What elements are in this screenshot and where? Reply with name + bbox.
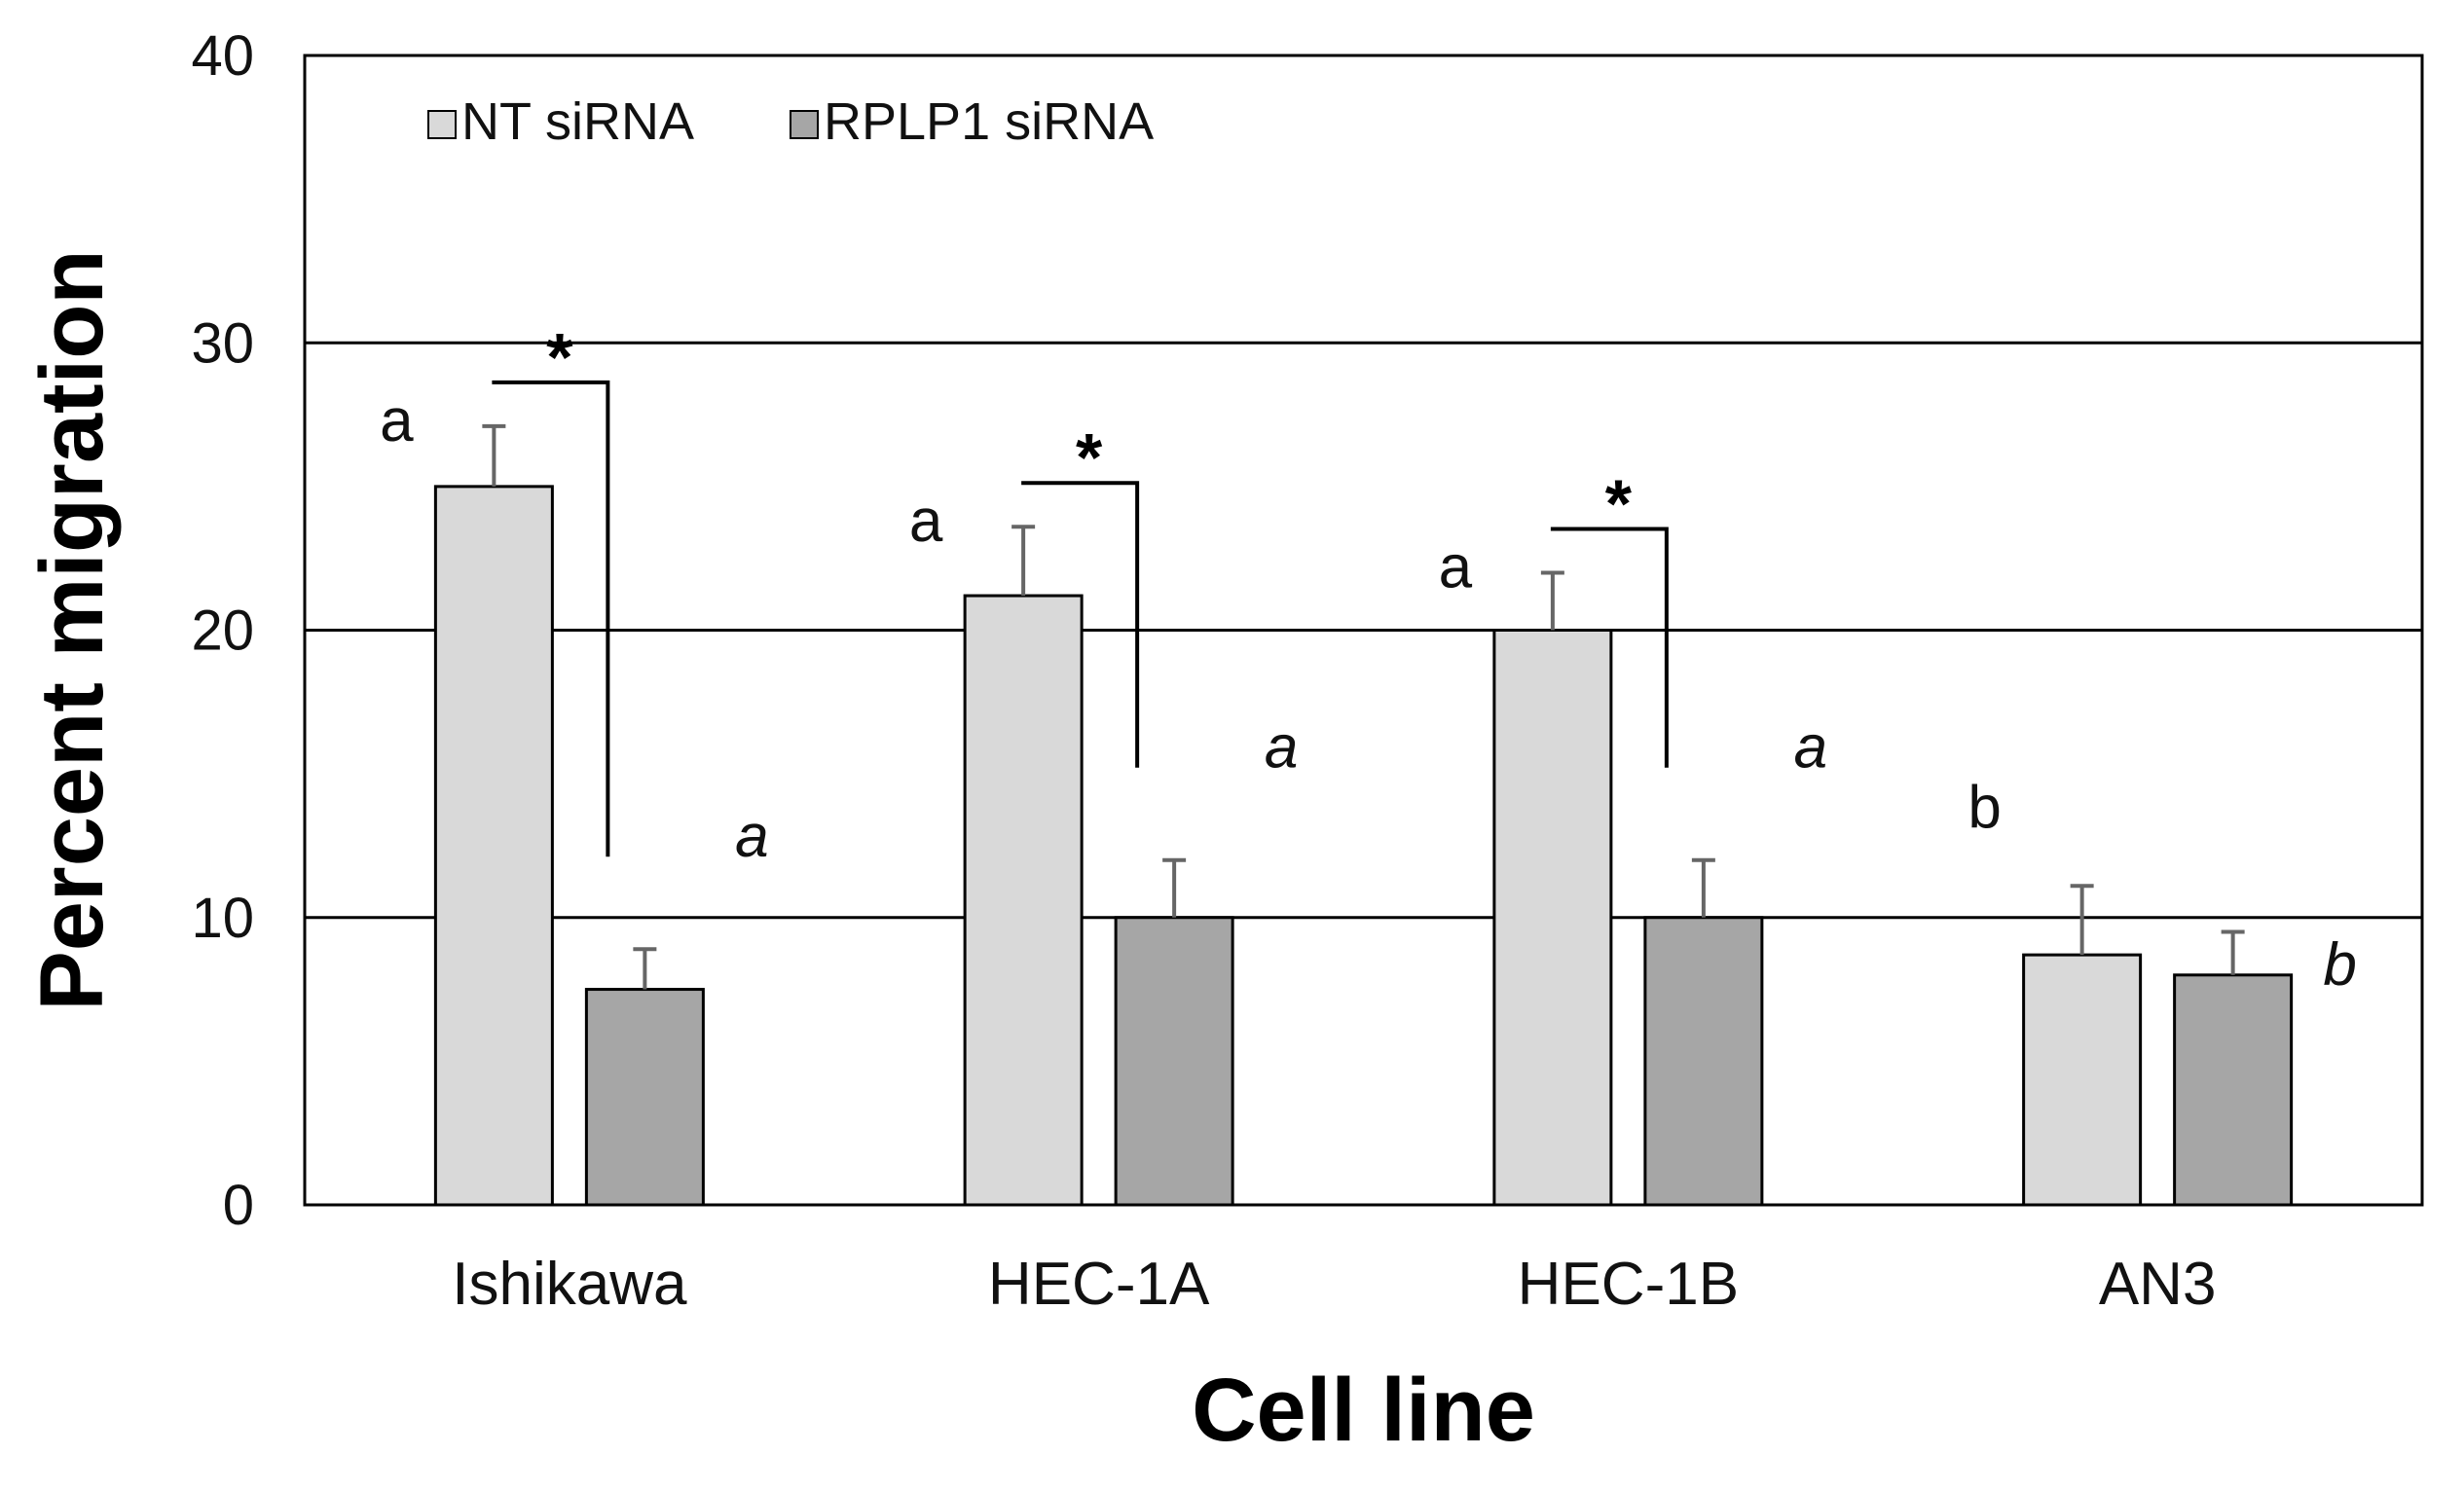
significance-brackets: * * *: [492, 319, 1669, 857]
group-letter: b: [1968, 774, 2001, 841]
group-letter: a: [1265, 714, 1298, 782]
legend-label: NT siRNA: [461, 92, 694, 151]
y-tick-label: 30: [191, 311, 254, 375]
significance-bracket: [1021, 481, 1140, 768]
group-letter: a: [735, 803, 768, 870]
group-letter: b: [2323, 931, 2356, 999]
bar-nt: [2022, 953, 2143, 1207]
bar-nt: [963, 594, 1084, 1207]
group-letter: a: [380, 387, 414, 455]
legend-label: RPLP1 siRNA: [824, 92, 1154, 151]
legend: NT siRNA RPLP1 siRNA: [427, 92, 1154, 151]
legend-swatch: [427, 110, 457, 139]
plot-area-border: [303, 54, 2424, 1207]
significance-star: *: [1076, 419, 1103, 495]
significance-star: *: [546, 319, 573, 395]
bar-nt: [1492, 629, 1613, 1207]
x-category-label: HEC-1A: [988, 1251, 1210, 1318]
group-letter: a: [909, 488, 943, 555]
y-tick-label: 20: [191, 600, 254, 663]
bar-rplp1: [2173, 973, 2294, 1207]
x-category-label: AN3: [2099, 1251, 2217, 1318]
bars: [433, 485, 2294, 1207]
y-tick-label: 10: [191, 887, 254, 950]
y-tick-label: 40: [191, 24, 254, 88]
y-tick-labels: 0 10 20 30 40: [191, 24, 254, 1237]
bar-rplp1: [1114, 916, 1234, 1207]
x-category-labels: Ishikawa HEC-1A HEC-1B AN3: [452, 1251, 2216, 1318]
error-bars: [482, 423, 2245, 990]
significance-star: *: [1605, 465, 1633, 541]
x-axis-title: Cell line: [1192, 1361, 1535, 1460]
y-tick-label: 0: [223, 1174, 254, 1237]
significance-bracket: [492, 380, 610, 857]
bar-nt: [433, 485, 554, 1207]
group-letters: a a a a a a b b: [380, 387, 2357, 999]
group-letter: a: [1439, 533, 1473, 600]
x-category-label: Ishikawa: [452, 1251, 687, 1318]
group-letter: a: [1794, 714, 1827, 782]
bar-rplp1: [584, 988, 705, 1207]
x-category-label: HEC-1B: [1518, 1251, 1739, 1318]
y-axis-title: Percent migration: [22, 249, 122, 1010]
bar-rplp1: [1643, 916, 1764, 1207]
significance-bracket: [1550, 527, 1669, 768]
legend-swatch: [790, 110, 819, 139]
